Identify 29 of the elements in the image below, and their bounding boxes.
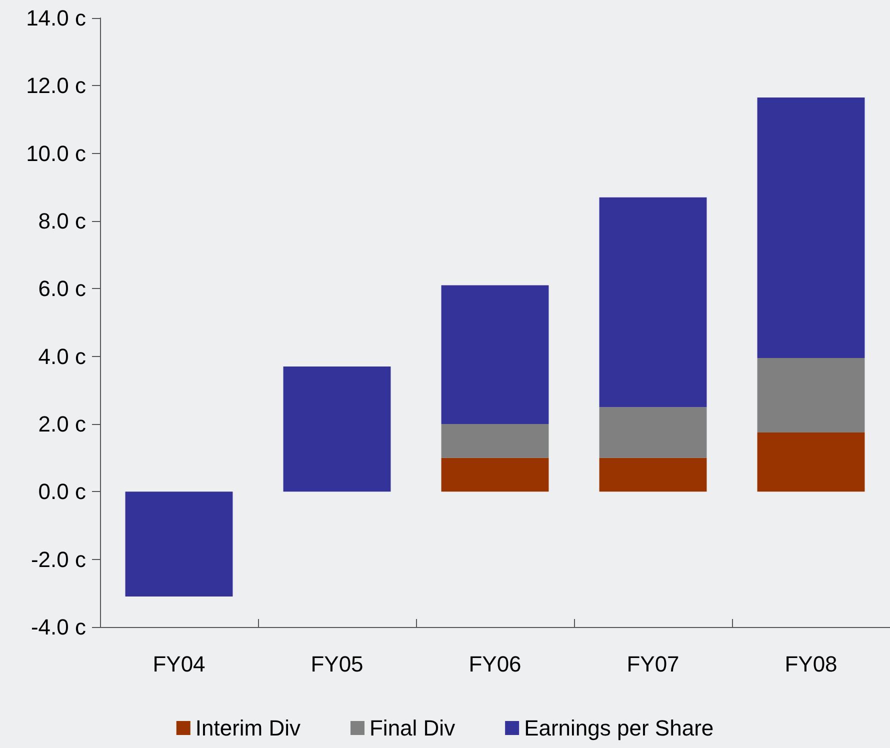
- bar: [599, 197, 707, 408]
- bar: [441, 285, 549, 424]
- legend-label: Final Div: [369, 716, 456, 740]
- bar: [441, 458, 549, 492]
- x-tick-label: FY04: [152, 652, 206, 676]
- legend-label: Earnings per Share: [524, 716, 714, 740]
- x-tick-label: FY08: [784, 652, 838, 676]
- x-tick-label: FY05: [310, 652, 364, 676]
- y-tick-label: 0.0 c: [38, 479, 86, 504]
- y-tick-label: 4.0 c: [38, 344, 86, 369]
- x-tick-label: FY07: [626, 652, 680, 676]
- bar: [757, 358, 865, 432]
- x-tick-label: FY06: [468, 652, 522, 676]
- y-tick-label: -2.0 c: [30, 546, 86, 572]
- y-tick-label: 12.0 c: [26, 73, 86, 98]
- bar: [757, 432, 865, 492]
- bar: [283, 366, 391, 492]
- y-tick-label: 2.0 c: [38, 412, 86, 436]
- bar: [125, 492, 233, 597]
- bar: [599, 458, 707, 492]
- bar: [441, 424, 549, 458]
- legend-label: Interim Div: [195, 716, 300, 740]
- bar: [599, 407, 707, 458]
- y-tick-label: 6.0 c: [38, 276, 86, 302]
- y-tick-label: 14.0 c: [26, 6, 86, 30]
- y-tick-label: -4.0 c: [30, 614, 86, 640]
- bar: [757, 98, 865, 358]
- y-tick-label: 10.0 c: [26, 140, 86, 166]
- y-tick-label: 8.0 c: [38, 208, 86, 234]
